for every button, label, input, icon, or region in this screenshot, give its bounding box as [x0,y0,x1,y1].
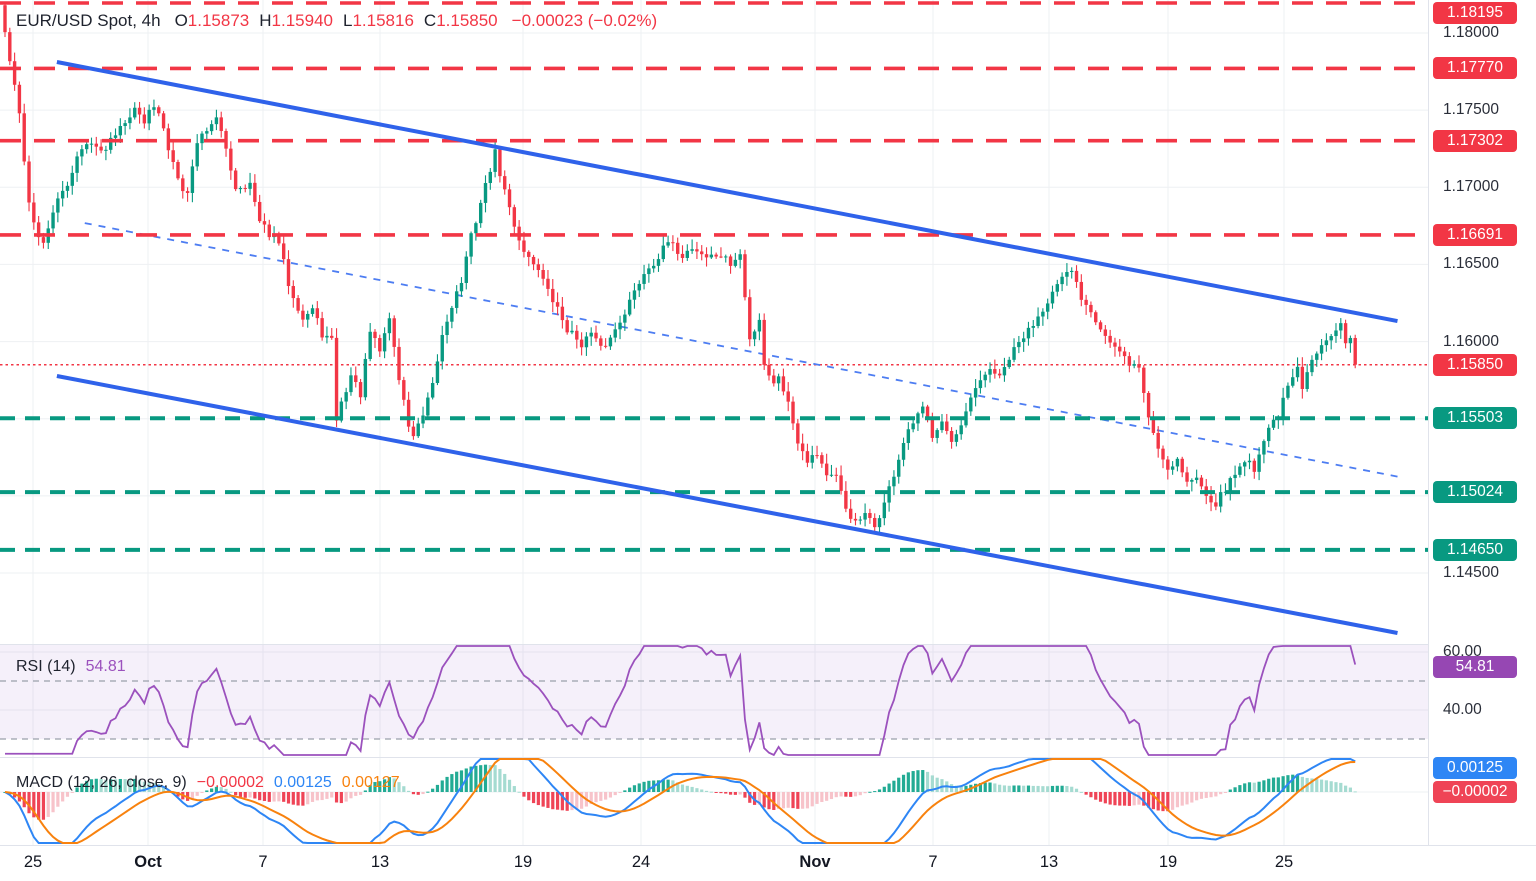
level-lines[interactable] [0,1,1428,552]
macd-legend[interactable]: MACD (12, 26, close, 9) −0.00002 0.00125… [16,774,400,792]
ohlc-field: H1.15940 [259,11,333,30]
time-tick: 24 [631,853,651,871]
rsi-value-badge: 54.81 [1433,656,1517,679]
rsi-value: 54.81 [85,658,126,675]
macd-histogram [3,764,1357,820]
macd-signal-value: 0.00127 [341,774,400,791]
support-badge: 1.15503 [1433,407,1517,430]
time-tick: Nov [799,853,831,871]
rsi-pane[interactable] [0,645,1428,757]
price-tick: 1.17500 [1443,101,1500,119]
rsi-legend[interactable]: RSI (14) 54.81 [16,658,126,676]
time-tick: 13 [1039,853,1059,871]
macd-hist-value: −0.00002 [196,774,264,791]
resistance-badge: 1.18195 [1433,2,1517,24]
support-badge: 1.14650 [1433,538,1517,561]
rsi-band [0,645,1428,739]
resistance-badge: 1.16691 [1433,223,1517,246]
macd-pane[interactable] [3,758,1357,844]
candlestick-layer[interactable] [3,3,1357,534]
macd-value-badge: 0.00125 [1433,757,1517,779]
price-tick: 1.14500 [1443,564,1500,581]
ohlc-field: L1.15816 [342,11,414,30]
current-price-badge: 1.15850 [1433,353,1517,376]
pane-separators [0,644,1536,758]
time-tick: 25 [23,853,43,871]
support-badge: 1.15024 [1433,481,1517,504]
time-tick: 13 [370,853,390,871]
ohlc-field: O1.15873 [174,11,250,30]
ohlc-field: C1.15850 [423,11,498,30]
rsi-line [5,645,1357,757]
time-tick: 19 [1158,853,1178,871]
time-tick: 25 [1274,853,1294,871]
chart-legend[interactable]: EUR/USD Spot, 4h O1.15873 H1.15940 L1.1581… [16,11,657,31]
ohlc-values: O1.15873 H1.15940 L1.15816 C1.15850 [175,11,498,31]
macd-hist-badge: −0.00002 [1433,781,1517,804]
price-tick: 1.16500 [1443,255,1500,273]
rsi-name: RSI (14) [16,658,76,675]
time-axis[interactable]: 25 Oct 7 13 19 24 Nov 7 13 19 25 [0,845,1536,881]
macd-name: MACD (12, 26, close, 9) [16,774,187,791]
trendline-channel-bottom[interactable] [56,374,1398,635]
trendline-channel-mid[interactable] [84,222,1401,478]
time-tick: Oct [134,853,162,871]
price-tick: 1.18000 [1443,24,1500,41]
price-change: −0.00023 (−0.02%) [511,11,658,30]
price-tick: 1.17000 [1443,178,1500,196]
rsi-tick: 40.00 [1443,701,1482,718]
time-tick: 7 [258,853,268,871]
resistance-badge: 1.17302 [1433,129,1517,152]
price-pane[interactable] [0,1,1428,635]
time-tick: 7 [928,853,938,871]
time-tick: 19 [513,853,533,871]
macd-signal-line [4,758,1356,844]
resistance-badge: 1.17770 [1433,57,1517,80]
macd-line-value: 0.00125 [273,774,332,791]
price-axis[interactable]: 1.18000 1.17500 1.17000 1.16500 1.16000 1.145… [1428,0,1536,881]
rsi-tick: 60.00 [1443,643,1482,660]
symbol-title: EUR/USD Spot, 4h [16,11,161,30]
price-tick: 1.16000 [1443,332,1500,350]
trendline-channel-top[interactable] [56,60,1398,324]
